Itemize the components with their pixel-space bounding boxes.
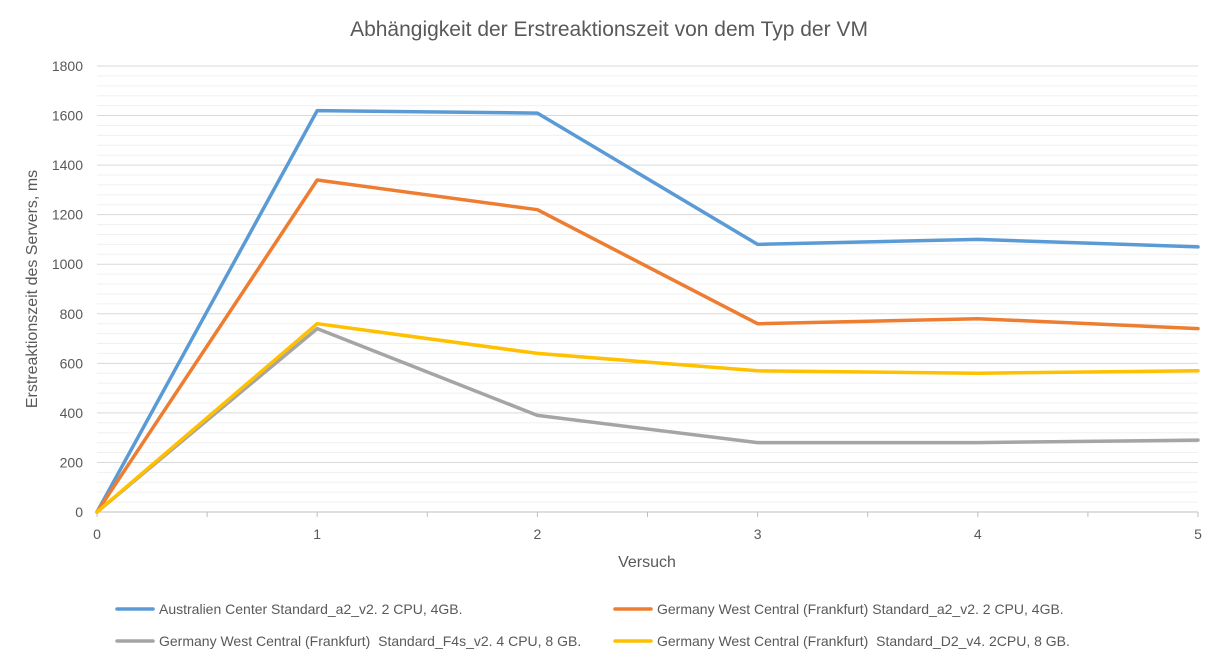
y-tick-label: 1800 [52, 58, 83, 74]
y-tick-label: 400 [60, 405, 84, 421]
series-line-1 [95, 108, 1200, 514]
legend-label-3: Germany West Central (Frankfurt) Standar… [159, 633, 581, 649]
y-tick-label: 600 [60, 355, 84, 371]
y-tick-label: 1000 [52, 256, 83, 272]
y-tick-label: 1400 [52, 157, 83, 173]
legend: Australien Center Standard_a2_v2. 2 CPU,… [115, 601, 1070, 649]
series-line-4 [95, 321, 1200, 514]
x-tick-label: 2 [534, 526, 542, 542]
gridlines [97, 65, 1198, 503]
series-lines [95, 108, 1200, 514]
y-tick-label: 1600 [52, 108, 83, 124]
y-tick-label: 1200 [52, 207, 83, 223]
chart-title: Abhängigkeit der Erstreaktionszeit von d… [350, 18, 868, 41]
legend-label-2: Germany West Central (Frankfurt) Standar… [657, 601, 1064, 617]
x-tick-label: 0 [93, 526, 101, 542]
x-tick-label: 5 [1194, 526, 1202, 542]
x-tick-label: 4 [974, 526, 982, 542]
legend-label-4: Germany West Central (Frankfurt) Standar… [657, 633, 1070, 649]
y-axis-label: Erstreaktionszeit des Servers, ms [24, 170, 41, 408]
x-tick-label: 3 [754, 526, 762, 542]
y-tick-label: 0 [75, 504, 83, 520]
series-line-3 [95, 326, 1200, 514]
legend-label-1: Australien Center Standard_a2_v2. 2 CPU,… [159, 601, 463, 617]
x-tick-label: 1 [313, 526, 321, 542]
x-axis-label: Versuch [618, 554, 676, 571]
series-line-2 [95, 178, 1200, 514]
axes: 0 200 400 600 800 1000 1200 1400 1600 1800 0 1 2 3 4 5 [52, 58, 1202, 542]
y-tick-label: 800 [60, 306, 84, 322]
y-tick-label: 200 [60, 454, 84, 470]
